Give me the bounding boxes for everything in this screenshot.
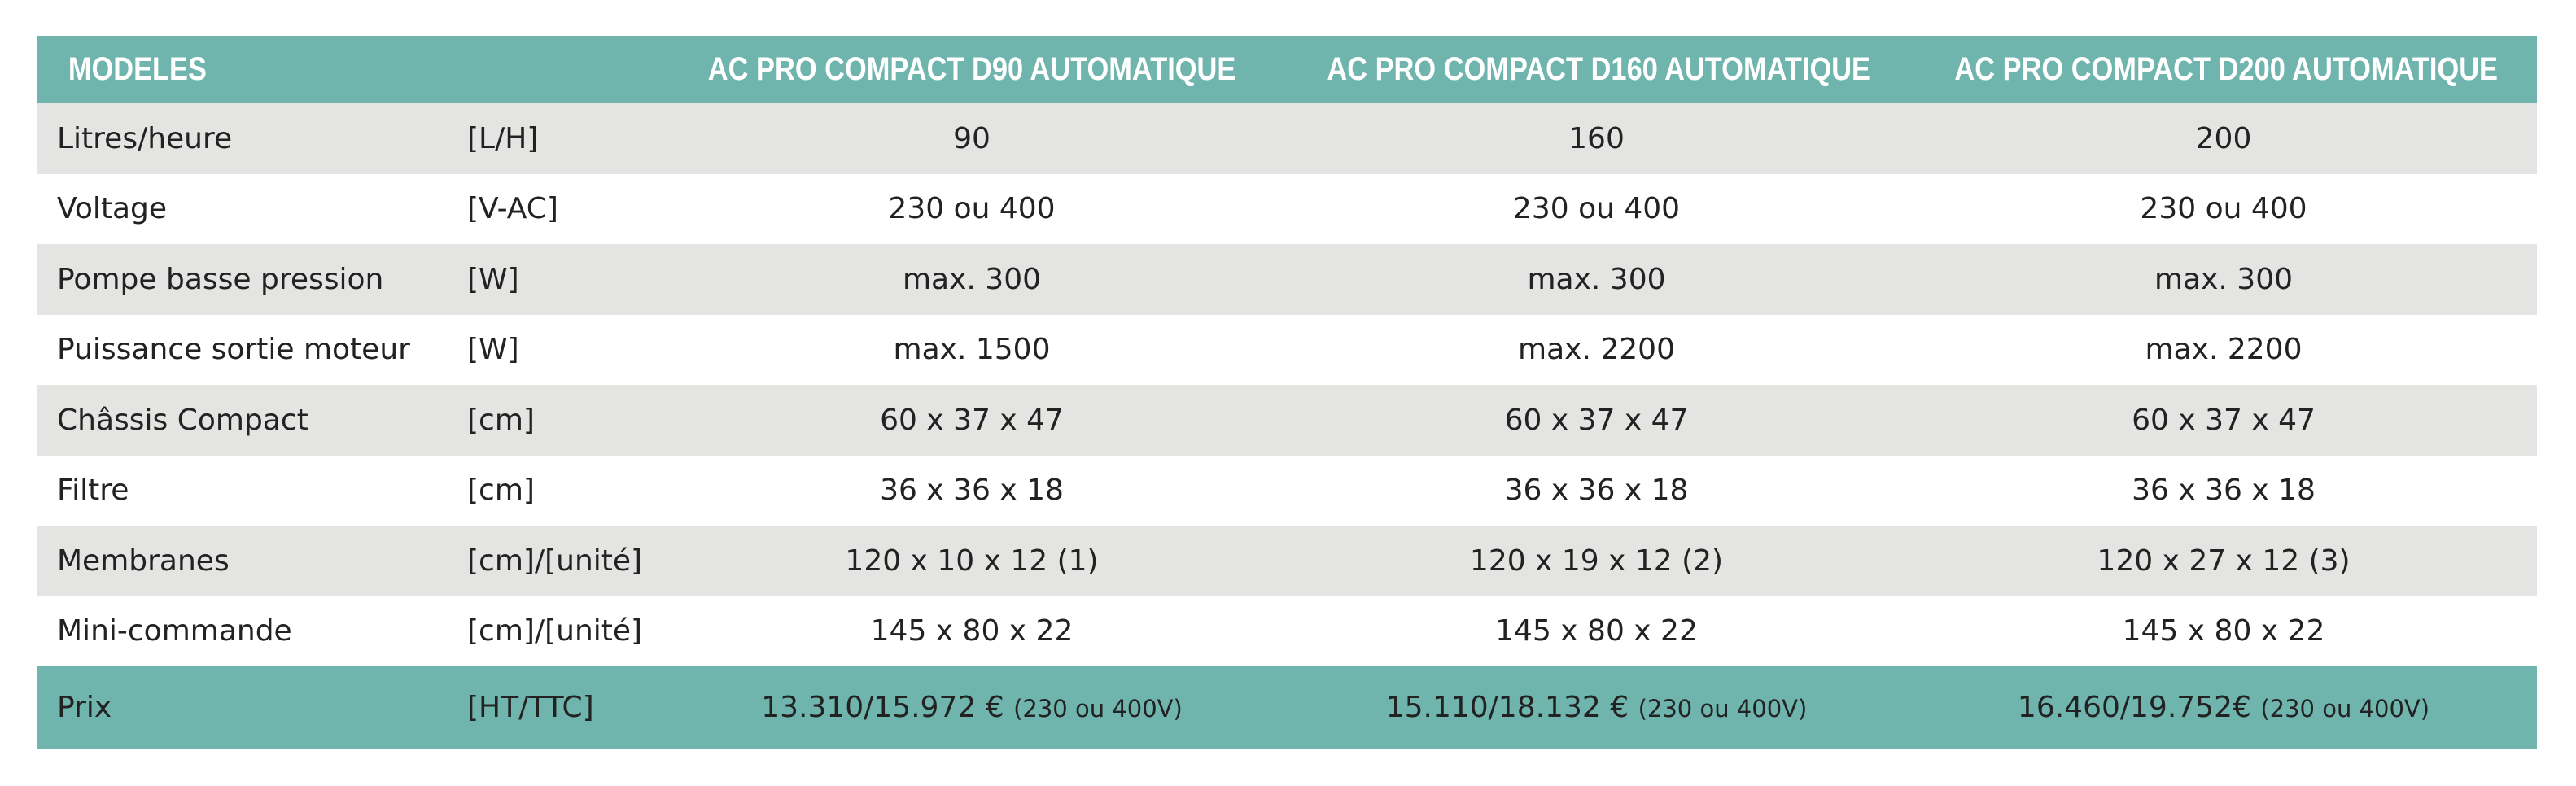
spec-unit: [cm]/[unité]	[448, 526, 661, 596]
model-name: AC PRO COMPACT D160 AUTOMATIQUE	[1327, 51, 1871, 87]
spec-value: max. 1500	[893, 333, 1051, 367]
header-cell: AC PRO COMPACT D90 AUTOMATIQUE	[661, 36, 1283, 103]
price-unit: [HT/TTC]	[448, 666, 661, 749]
spec-value: 120 x 19 x 12 (2)	[1283, 526, 1910, 596]
spec-value: 145 x 80 x 22	[1495, 614, 1698, 648]
spec-value: max. 2200	[1518, 333, 1675, 367]
spec-value: 60 x 37 x 47	[1910, 385, 2537, 456]
spec-row: Puissance sortie moteur [W] max. 1500 max. …	[37, 315, 2537, 386]
spec-value: max. 300	[661, 244, 1283, 315]
spec-row: Membranes [cm]/[unité] 120 x 10 x 12 (1) 12…	[37, 526, 2537, 596]
price-value: 15.110/18.132 €	[1385, 691, 1629, 724]
price-cell: 13.310/15.972 € (230 ou 400V)	[661, 666, 1283, 749]
header-label: MODELES	[68, 51, 207, 87]
spec-value: max. 300	[1910, 244, 2537, 315]
price-note: (230 ou 400V)	[1638, 695, 1808, 723]
model-name: AC PRO COMPACT D90 AUTOMATIQUE	[707, 51, 1236, 87]
spec-unit: [cm]	[448, 385, 661, 456]
spec-value: 36 x 36 x 18	[880, 474, 1064, 508]
spec-label: Pompe basse pression	[37, 244, 448, 315]
spec-value: max. 2200	[2145, 333, 2303, 367]
spec-value: 120 x 10 x 12 (1)	[661, 526, 1283, 596]
spec-row: Voltage [V-AC] 230 ou 400 230 ou 400 230 ou …	[37, 174, 2537, 245]
header-cell	[448, 36, 661, 103]
spec-value: 120 x 27 x 12 (3)	[1910, 526, 2537, 596]
spec-value: 230 ou 400	[1512, 192, 1681, 226]
price-label: Prix	[37, 666, 448, 749]
spec-value: 145 x 80 x 22	[2122, 614, 2325, 648]
spec-table: MODELES AC PRO COMPACT D90 AUTOMATIQUE AC …	[37, 36, 2537, 749]
spec-unit: [V-AC]	[467, 192, 558, 226]
header-cell: AC PRO COMPACT D200 AUTOMATIQUE	[1910, 36, 2537, 103]
spec-unit: [W]	[467, 333, 519, 367]
price-row: Prix [HT/TTC] 13.310/15.972 € (230 ou 400V…	[37, 666, 2537, 749]
model-name: AC PRO COMPACT D200 AUTOMATIQUE	[1954, 51, 2499, 87]
spec-value: 145 x 80 x 22	[870, 614, 1074, 648]
spec-value: 230 ou 400	[888, 192, 1056, 226]
spec-value: 90	[661, 103, 1283, 174]
spec-label: Membranes	[37, 526, 448, 596]
spec-unit: [L/H]	[448, 103, 661, 174]
spec-unit: [W]	[448, 244, 661, 315]
spec-label: Voltage	[57, 192, 168, 226]
header-row: MODELES AC PRO COMPACT D90 AUTOMATIQUE AC …	[37, 36, 2537, 103]
spec-value: max. 300	[1283, 244, 1910, 315]
spec-row: Filtre [cm] 36 x 36 x 18 36 x 36 x 18 36 x 3…	[37, 456, 2537, 526]
spec-value: 230 ou 400	[2140, 192, 2307, 226]
spec-label: Châssis Compact	[37, 385, 448, 456]
price-value: 13.310/15.972 €	[761, 691, 1004, 724]
spec-value: 60 x 37 x 47	[661, 385, 1283, 456]
spec-label: Litres/heure	[37, 103, 448, 174]
price-value: 16.460/19.752€	[2017, 691, 2251, 724]
header-cell: MODELES	[37, 36, 448, 103]
spec-label: Mini-commande	[57, 614, 292, 648]
header-cell: AC PRO COMPACT D160 AUTOMATIQUE	[1283, 36, 1910, 103]
spec-value: 36 x 36 x 18	[2132, 474, 2316, 508]
spec-unit: [cm]/[unité]	[467, 614, 643, 648]
price-note: (230 ou 400V)	[1013, 695, 1183, 723]
spec-row: Litres/heure [L/H] 90 160 200	[37, 103, 2537, 174]
spec-row: Mini-commande [cm]/[unité] 145 x 80 x 22 14…	[37, 596, 2537, 667]
spec-label: Puissance sortie moteur	[57, 333, 410, 367]
price-note: (230 ou 400V)	[2260, 695, 2430, 723]
spec-value: 160	[1283, 103, 1910, 174]
spec-value: 200	[1910, 103, 2537, 174]
spec-label: Filtre	[57, 474, 129, 508]
spec-row: Châssis Compact [cm] 60 x 37 x 47 60 x 37 x…	[37, 385, 2537, 456]
spec-value: 60 x 37 x 47	[1283, 385, 1910, 456]
price-cell: 15.110/18.132 € (230 ou 400V)	[1283, 666, 1910, 749]
spec-unit: [cm]	[467, 474, 535, 508]
spec-value: 36 x 36 x 18	[1504, 474, 1689, 508]
price-cell: 16.460/19.752€ (230 ou 400V)	[1910, 666, 2537, 749]
spec-row: Pompe basse pression [W] max. 300 max. 300 m…	[37, 244, 2537, 315]
